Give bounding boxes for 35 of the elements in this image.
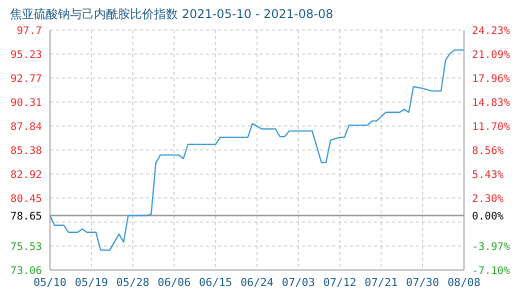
y2-tick-label: 5.43% (472, 169, 504, 182)
x-tick-label: 05/10 (33, 276, 67, 289)
y2-tick-label: 21.09% (472, 49, 511, 62)
y-tick-label: 95.23 (10, 49, 42, 62)
y-tick-label: 92.77 (10, 73, 42, 86)
y-tick-label: 75.53 (10, 240, 42, 253)
y2-tick-label: 24.23% (472, 25, 511, 37)
y2-tick-label: 8.56% (472, 145, 504, 158)
x-tick-label: 06/24 (240, 276, 274, 289)
x-tick-label: 07/03 (282, 276, 315, 289)
line-series (50, 49, 464, 251)
x-tick-label: 07/21 (364, 276, 398, 289)
x-tick-label: 07/30 (406, 276, 440, 289)
x-tick-label: 05/19 (74, 276, 108, 289)
y-tick-label: 73.06 (10, 265, 42, 277)
y2-tick-label: -3.97% (472, 241, 511, 254)
x-tick-label: 08/08 (447, 276, 481, 289)
x-tick-label: 07/12 (323, 276, 356, 289)
y2-tick-label: -7.10% (472, 265, 511, 277)
y-tick-label: 82.92 (10, 168, 42, 181)
y-tick-label: 97.7 (16, 25, 42, 37)
x-tick-label: 05/28 (116, 276, 150, 289)
x-tick-label: 06/06 (158, 276, 191, 289)
y2-tick-label: 2.30% (472, 192, 504, 205)
y-tick-label: 87.84 (10, 121, 42, 134)
y2-tick-label: 0.00% (472, 210, 504, 223)
y2-tick-label: 11.70% (472, 120, 511, 133)
y-tick-label: 80.45 (10, 193, 42, 206)
y-tick-label: 78.65 (10, 210, 42, 223)
y2-tick-label: 14.83% (472, 97, 511, 110)
x-tick-label: 06/15 (199, 276, 232, 289)
y-tick-label: 85.38 (10, 145, 42, 157)
y2-tick-label: 17.96% (472, 73, 511, 86)
chart-title: 焦亚硫酸钠与己内酰胺比价指数 2021-05-10 - 2021-08-08 (10, 6, 334, 23)
y-tick-label: 90.31 (10, 96, 42, 109)
